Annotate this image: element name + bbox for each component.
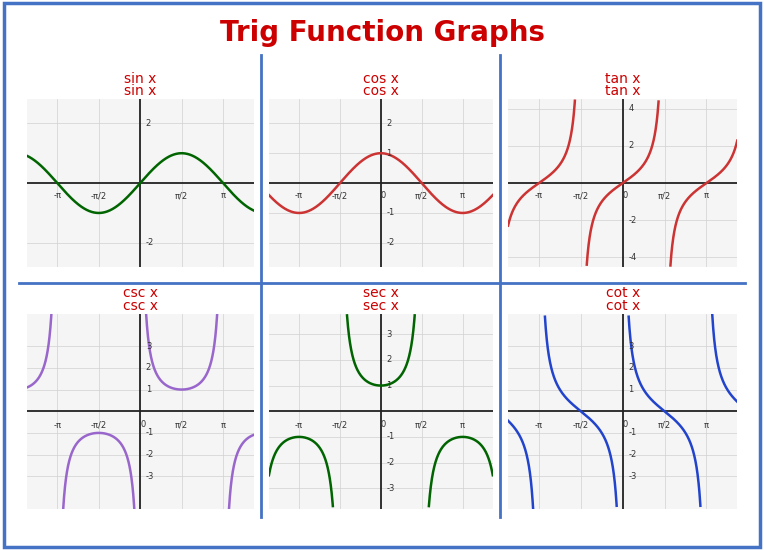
Text: -2: -2 [146,238,154,248]
Title: csc x: csc x [123,299,157,312]
Text: -π: -π [535,421,543,430]
Title: cos x: cos x [363,84,399,98]
Title: tan x: tan x [605,84,640,98]
Text: sec x: sec x [363,286,399,300]
Text: -3: -3 [628,472,636,481]
Text: -π: -π [53,191,61,200]
Text: 1: 1 [387,148,392,158]
Text: -3: -3 [146,472,154,481]
Text: -2: -2 [387,238,395,248]
Title: cot x: cot x [606,299,639,312]
Text: 2: 2 [387,355,392,365]
Text: 0: 0 [623,420,628,429]
Text: 4: 4 [628,104,633,113]
Text: -π: -π [295,421,303,430]
Text: 3: 3 [628,342,634,351]
Text: 2: 2 [146,364,151,372]
Text: -π/2: -π/2 [573,421,589,430]
Text: 2: 2 [387,119,392,128]
Text: π/2: π/2 [658,421,671,430]
Text: π/2: π/2 [415,191,429,200]
Text: π: π [704,191,709,200]
Text: -1: -1 [628,428,636,437]
Text: Trig Function Graphs: Trig Function Graphs [219,19,545,47]
Title: sec x: sec x [363,299,399,312]
Text: 0: 0 [141,420,145,429]
Text: π: π [460,191,465,200]
Text: -1: -1 [387,432,395,442]
Text: -1: -1 [146,428,154,437]
Text: 2: 2 [628,364,633,372]
Text: cos x: cos x [363,72,399,86]
Text: -π: -π [295,191,303,200]
Text: -π: -π [535,191,543,200]
Text: 2: 2 [628,141,633,150]
Text: 1: 1 [146,385,151,394]
Text: 3: 3 [146,342,151,351]
Text: -π/2: -π/2 [91,191,107,200]
Text: -4: -4 [628,253,636,262]
Text: 1: 1 [387,381,392,390]
Text: π/2: π/2 [175,421,188,430]
Text: tan x: tan x [605,72,640,86]
Text: csc x: csc x [123,286,157,300]
Text: sin x: sin x [124,72,157,86]
Text: -2: -2 [628,450,636,459]
Text: -2: -2 [146,450,154,459]
Text: -1: -1 [387,208,395,217]
Text: -2: -2 [628,216,636,225]
Text: 0: 0 [381,420,386,429]
Text: π: π [460,421,465,430]
Text: π/2: π/2 [175,191,188,200]
Text: -π: -π [53,421,61,430]
Text: π: π [221,421,225,430]
Text: 0: 0 [381,191,386,200]
Text: -π/2: -π/2 [332,191,348,200]
Text: -2: -2 [387,458,395,467]
Text: 2: 2 [146,119,151,128]
Text: 3: 3 [387,330,392,339]
Text: π: π [221,191,225,200]
Text: π: π [704,421,709,430]
Text: π/2: π/2 [658,191,671,200]
Text: cot x: cot x [606,286,639,300]
Text: -π/2: -π/2 [91,421,107,430]
Text: -π/2: -π/2 [332,421,348,430]
Text: π/2: π/2 [415,421,429,430]
Text: -3: -3 [387,483,395,493]
Title: sin x: sin x [124,84,157,98]
Text: -π/2: -π/2 [573,191,589,200]
Text: 0: 0 [623,191,628,200]
Text: 1: 1 [628,385,633,394]
